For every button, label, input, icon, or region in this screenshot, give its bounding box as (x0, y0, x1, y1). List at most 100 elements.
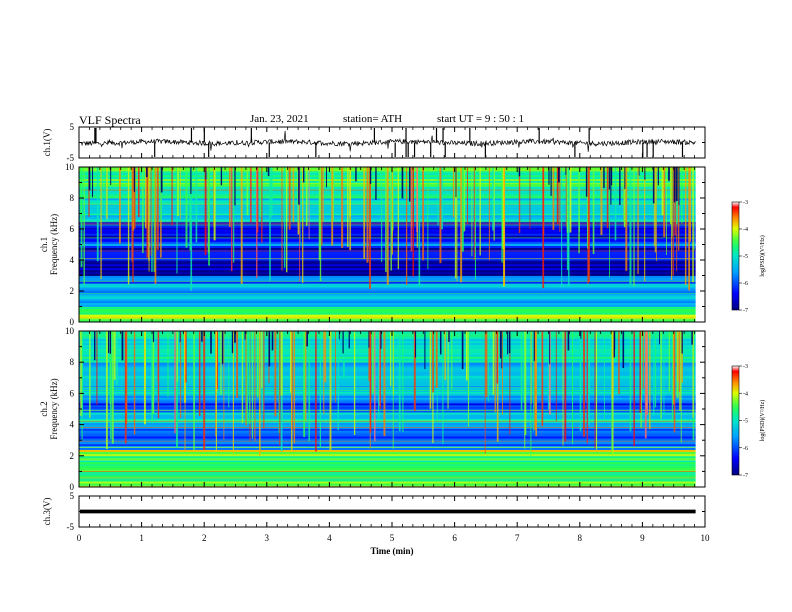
y-tick-label: 10 (65, 162, 75, 172)
y-tick-label: 8 (70, 357, 75, 367)
spectrogram-band (79, 481, 696, 484)
spectrogram-band (79, 336, 696, 340)
colorbar-gradient (731, 201, 740, 311)
spectrogram-band (79, 310, 696, 313)
spectrogram-band (79, 483, 696, 486)
spectrogram-band (79, 385, 696, 388)
spectrogram-band (79, 467, 696, 470)
spectrogram-band (79, 291, 696, 294)
y-tick-label: 8 (70, 193, 75, 203)
ch1-spectrogram-xticks (78, 167, 706, 322)
x-tick-label: 7 (515, 533, 520, 543)
x-tick-label: 4 (327, 533, 332, 543)
spectrogram-band (79, 473, 696, 476)
y-tick-label: 2 (70, 451, 75, 461)
spectrogram-band (79, 443, 696, 447)
spectrogram-band (79, 316, 696, 319)
spectrogram-band (79, 308, 696, 311)
y-axis-label-frequency: Frequency (kHz) (49, 214, 59, 275)
spectrogram-band (79, 368, 696, 371)
spectrogram-band (79, 395, 696, 398)
spectrogram-band (79, 441, 696, 445)
colorbar-gradient (731, 365, 740, 476)
spectrogram-band (79, 434, 696, 437)
x-tick-label: 10 (701, 533, 711, 543)
ch2-spectrogram: 0 2 4 6 8 10 ch.2 Frequency (kHz) (39, 326, 705, 492)
y-axis-label-channel: ch.2 (39, 401, 49, 416)
colorbar-tick-label: -4 (743, 227, 748, 233)
y-axis-label: ch.3(V) (42, 498, 52, 526)
spectrogram-band (79, 304, 696, 307)
spectrogram-band (79, 414, 696, 417)
spectrogram-band (79, 403, 696, 406)
spectrogram-band (79, 294, 696, 298)
colorbar-tick-label: -7 (743, 308, 748, 314)
spectrogram-band (79, 432, 696, 435)
y-tick-label: 6 (70, 388, 75, 398)
colorbar-tick-label: -6 (743, 281, 748, 287)
colorbar-tick-label: -3 (743, 364, 748, 370)
spectrogram-band (79, 469, 696, 472)
x-tick-label: 6 (452, 533, 457, 543)
ch3-waveform-xticks: 0 1 2 3 4 5 6 7 8 9 10 (77, 496, 710, 543)
spectrogram-band (79, 348, 696, 351)
spectrogram-band (79, 418, 696, 421)
y-tick-label: 0 (70, 317, 75, 327)
spectrogram-band (79, 370, 696, 373)
spectrogram-band (79, 354, 696, 357)
spectrogram-band (79, 366, 696, 369)
spectrogram-band (79, 342, 696, 346)
spectrogram-band (79, 453, 696, 457)
x-tick-label: 3 (265, 533, 270, 543)
spectrogram-band (79, 436, 696, 439)
spectrogram-band (79, 320, 696, 323)
spectrogram-band (79, 331, 696, 334)
spectrogram-band (79, 404, 696, 408)
y-tick-label: -5 (67, 153, 75, 163)
spectrogram-band (79, 289, 696, 292)
spectrogram-band (79, 285, 696, 288)
ch2-spectrogram-xticks (78, 331, 706, 487)
x-tick-label: 8 (578, 533, 583, 543)
y-tick-label: 5 (70, 122, 75, 132)
spectrogram-band (79, 424, 696, 427)
colorbar-tick-label: -4 (743, 391, 748, 397)
spectrogram-band (79, 379, 696, 383)
spectrogram-band (79, 445, 696, 449)
figure-station: station= ATH (343, 113, 403, 125)
ch1-spectrogram-colorbar: -3 -4 -5 -6 -7 log(PSD)(V²/Hz) (731, 200, 766, 314)
spectrogram-band (79, 383, 696, 386)
spectrogram-band (79, 338, 696, 342)
spectrogram-band (79, 314, 696, 317)
spectrogram-band (79, 298, 696, 302)
x-tick-label: 9 (640, 533, 645, 543)
y-axis-label: ch.1(V) (42, 129, 52, 157)
spectrogram-band (79, 465, 696, 468)
spectrogram-band (79, 312, 696, 315)
colorbar-label: log(PSD)(V²/Hz) (759, 235, 766, 276)
spectrogram-band (79, 387, 696, 390)
spectrogram-band (79, 300, 696, 304)
x-tick-label: 0 (77, 533, 82, 543)
spectrogram-band (79, 412, 696, 415)
colorbar-tick-label: -3 (743, 200, 748, 206)
spectrogram-band (79, 471, 696, 474)
spectrogram-band (79, 364, 696, 367)
ch1-waveform-xticks (78, 127, 706, 158)
spectrogram-band (79, 292, 696, 296)
figure-title: VLF Spectra (79, 113, 141, 127)
y-tick-label: 5 (70, 491, 75, 501)
spectrogram-band (79, 449, 696, 453)
x-tick-label: 1 (139, 533, 144, 543)
y-tick-label: 4 (70, 255, 75, 265)
colorbar-tick-label: -7 (743, 473, 748, 479)
spectrogram-band (79, 302, 696, 305)
x-tick-label: 2 (202, 533, 207, 543)
spectrogram-band (79, 332, 696, 336)
spectrogram-band (79, 346, 696, 349)
y-tick-label: 0 (70, 482, 75, 492)
spectrogram-band (79, 391, 696, 394)
spectrogram-band (79, 399, 696, 402)
